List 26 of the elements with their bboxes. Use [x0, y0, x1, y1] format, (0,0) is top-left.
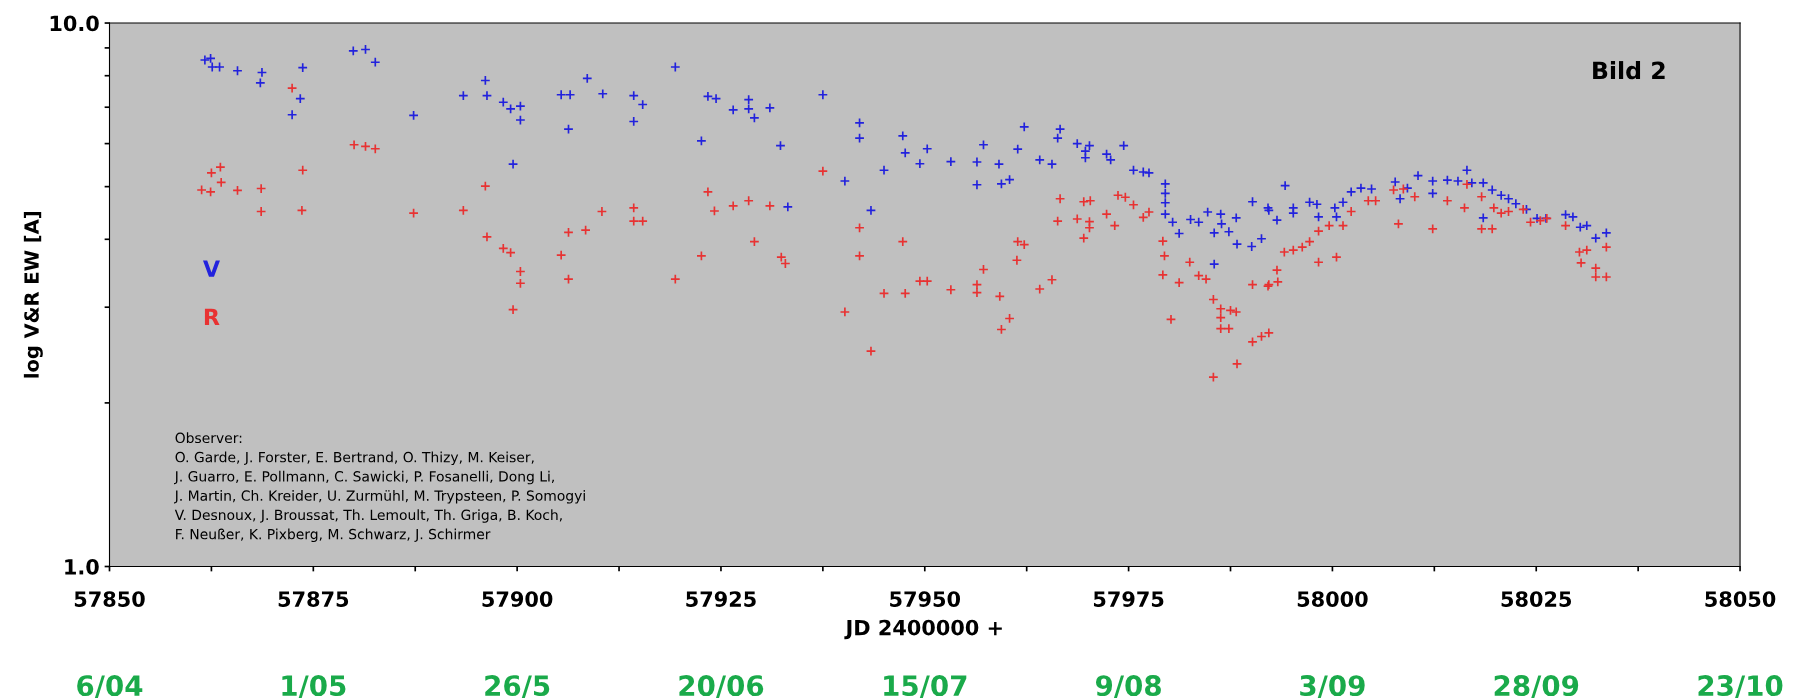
y-tick-label: 10.0 [50, 15, 99, 32]
x-tick-label: 57925 [686, 591, 756, 607]
x-tick-label: 58050 [1705, 591, 1776, 607]
x2-tick-label: 6/04 [77, 675, 143, 698]
x2-tick-label: 3/09 [1300, 675, 1365, 698]
x2-tick-label: 20/06 [679, 675, 764, 698]
x-tick-label: 57850 [74, 591, 145, 607]
x-axis-title: JD 2400000 + [844, 619, 1002, 640]
x-tick-label: 58025 [1501, 591, 1572, 607]
text: R [204, 308, 220, 325]
x2-tick-label: 23/10 [1698, 675, 1783, 698]
x-tick-label: 57950 [890, 591, 961, 607]
x2-tick-label: 15/07 [884, 675, 967, 698]
y-tick-label: 1.0 [65, 558, 99, 575]
x-tick-label: 58000 [1297, 591, 1368, 607]
x-tick-label: 57875 [278, 591, 349, 607]
x-tick-label: 57975 [1093, 591, 1164, 607]
x2-tick-label: 1/05 [282, 675, 346, 698]
y-axis-title: log V&R EW [A] [23, 212, 43, 378]
x2-tick-label: 26/5 [485, 675, 550, 698]
x-tick-label: 57900 [482, 591, 553, 607]
text: V [202, 260, 220, 277]
x2-tick-label: 9/08 [1095, 675, 1161, 698]
annotation: Bild 2 [1593, 61, 1665, 80]
x2-tick-label: 28/09 [1494, 675, 1579, 698]
annotation: Observer: O. Garde, J. Forster, E. Bertrand, O. Thizy, M. Keiser, J. Guarro, E. Pollmann, C. Sawicki, P. Fosanelli, Dong Li, J. Martin, Ch. Kreider, U. Zurmühl, M. Trypsteen, P. Somogyi V. Desnoux, J. Broussat, Th. Lemoult, Th. Griga, B. Koch, F. Neußer, K. Pixberg, M. Schwarz, J. Schirmer [174, 432, 585, 543]
